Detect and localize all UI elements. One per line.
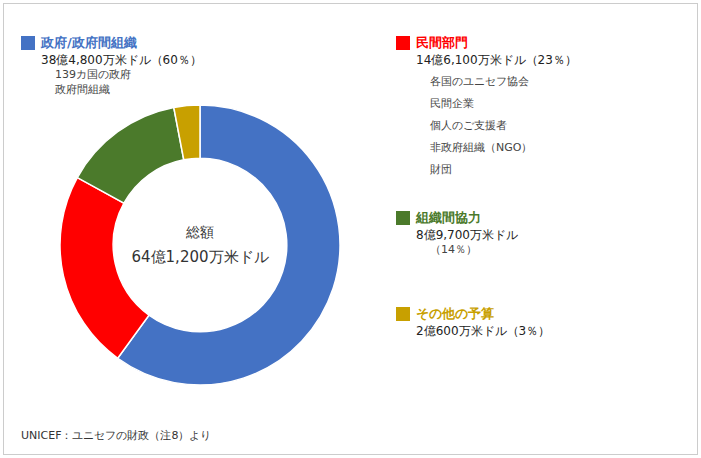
value-label: 14億6,100万米ドル（23％） [416, 53, 577, 67]
detail-label: 各国のユニセフ協会 [430, 75, 529, 88]
annotation: 民間部門 14億6,100万米ドル（23％） 各国のユニセフ協会民間企業個人のご支援… [396, 35, 577, 177]
slice [174, 105, 200, 160]
value-label: 38億4,800万米ドル（60％） [41, 53, 202, 67]
chart: 総額64億1,200万米ドル政府/政府間組織38億4,800万米ドル（60％）1… [0, 0, 701, 458]
slices [60, 105, 340, 385]
category-label: 政府/政府間組織 [40, 35, 137, 50]
detail-label: 財団 [430, 163, 452, 176]
value-label: 2億600万米ドル（3％） [416, 324, 550, 338]
frame [4, 4, 698, 455]
slice [77, 107, 183, 203]
swatch [396, 307, 410, 321]
annotation: 組織間協力 8億9,700万米ドル（14％） [396, 210, 518, 257]
detail-label: 139カ国の政府 [55, 68, 131, 81]
detail-label: 政府間組織 [55, 83, 110, 96]
swatch [21, 36, 35, 50]
category-label: その他の予算 [416, 306, 494, 321]
center-text: 総額 64億1,200万米ドル [131, 224, 268, 266]
center-label: 64億1,200万米ドル [131, 248, 268, 266]
detail-label: 民間企業 [430, 97, 474, 110]
slice [60, 178, 149, 359]
swatch [396, 211, 410, 225]
footnote: UNICEF：ユニセフの財政（注8）より [21, 429, 211, 442]
annotation: 政府/政府間組織 38億4,800万米ドル（60％）139カ国の政府政府間組織 [21, 35, 202, 97]
category-label: 民間部門 [416, 35, 468, 50]
center-label: 総額 [185, 224, 214, 240]
detail-label: 個人のご支援者 [430, 119, 507, 132]
detail-label: 非政府組織（NGO） [430, 141, 532, 154]
detail-label: （14％） [430, 243, 477, 256]
value-label: 8億9,700万米ドル [416, 228, 518, 242]
category-label: 組織間協力 [415, 210, 481, 225]
swatch [396, 36, 410, 50]
annotation: その他の予算 2億600万米ドル（3％） [396, 306, 550, 338]
